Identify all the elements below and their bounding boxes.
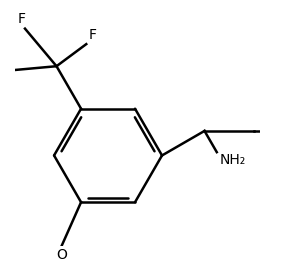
Text: F: F	[89, 28, 97, 42]
Text: NH₂: NH₂	[219, 153, 246, 167]
Text: O: O	[56, 248, 67, 262]
Text: F: F	[17, 12, 25, 26]
